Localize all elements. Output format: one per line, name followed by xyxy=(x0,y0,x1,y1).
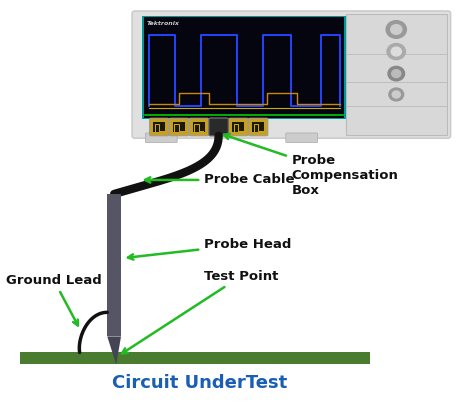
Circle shape xyxy=(387,44,406,59)
Text: Test Point: Test Point xyxy=(122,270,278,354)
Bar xyxy=(142,16,346,119)
FancyBboxPatch shape xyxy=(189,118,208,136)
Text: Probe
Compensation
Box: Probe Compensation Box xyxy=(224,134,398,197)
Bar xyxy=(20,352,369,364)
FancyBboxPatch shape xyxy=(132,11,450,138)
Bar xyxy=(252,122,264,132)
Bar xyxy=(193,122,205,132)
Bar xyxy=(173,122,185,132)
FancyBboxPatch shape xyxy=(150,118,169,136)
FancyBboxPatch shape xyxy=(145,133,177,143)
Circle shape xyxy=(392,69,401,78)
Bar xyxy=(153,122,165,132)
FancyBboxPatch shape xyxy=(249,118,268,136)
FancyBboxPatch shape xyxy=(209,118,228,136)
Text: Probe Head: Probe Head xyxy=(128,238,291,260)
Bar xyxy=(346,14,447,135)
Bar xyxy=(144,17,344,118)
FancyBboxPatch shape xyxy=(169,118,189,136)
Circle shape xyxy=(386,21,407,38)
FancyBboxPatch shape xyxy=(229,118,248,136)
FancyBboxPatch shape xyxy=(209,118,228,136)
Circle shape xyxy=(392,91,400,98)
Circle shape xyxy=(391,25,402,34)
Text: Ground Lead: Ground Lead xyxy=(6,274,102,326)
Text: Tektronix: Tektronix xyxy=(146,21,179,25)
Text: Probe Cable: Probe Cable xyxy=(145,173,294,186)
Bar xyxy=(213,122,225,132)
FancyBboxPatch shape xyxy=(286,133,318,143)
Polygon shape xyxy=(107,337,121,364)
Bar xyxy=(232,122,244,132)
Circle shape xyxy=(391,47,401,56)
Circle shape xyxy=(388,66,405,81)
Text: Circuit UnderTest: Circuit UnderTest xyxy=(112,375,287,392)
Circle shape xyxy=(389,88,404,101)
Bar xyxy=(107,194,121,337)
